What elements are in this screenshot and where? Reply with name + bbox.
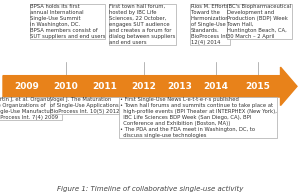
Text: • First Single-Use News L·e·t·t·e·r·s published
• Town hall forums and summits c: • First Single-Use News L·e·t·t·e·r·s pu… <box>120 97 276 138</box>
Text: 2009: 2009 <box>15 82 39 91</box>
Text: Vogel J. The Maturation
of Single-Use Applications.
BioProcess Int. 10(5) 2012: Vogel J. The Maturation of Single-Use Ap… <box>50 97 121 114</box>
Text: Rios M. Efforts
Toward the
Harmonization
of Single-Use
Standards.
BioProcess Int: Rios M. Efforts Toward the Harmonization… <box>191 4 229 45</box>
Text: BPSA holds its first
annual International
Single-Use Summit
in Washington, DC.
B: BPSA holds its first annual Internationa… <box>30 4 105 39</box>
Text: IBC's Biopharmaceutical
Development and
Production (BDP) Week
Town Hall,
Hunting: IBC's Biopharmaceutical Development and … <box>227 4 292 39</box>
Text: 2013: 2013 <box>168 82 192 91</box>
Text: 2012: 2012 <box>132 82 156 91</box>
Text: 2010: 2010 <box>54 82 78 91</box>
Text: First town hall forum,
hosted by IBC Life
Sciences, 22 October,
engages SUT audi: First town hall forum, hosted by IBC Lif… <box>109 4 176 45</box>
Text: Martin J, et al. Organizing
the Organizations of
Single-Use Manufacturing.
BioPr: Martin J, et al. Organizing the Organiza… <box>0 97 62 120</box>
Text: Figure 1: Timeline of collaborative single-use activity: Figure 1: Timeline of collaborative sing… <box>57 186 243 192</box>
Text: 2011: 2011 <box>93 82 117 91</box>
Text: 2015: 2015 <box>246 82 270 91</box>
FancyArrow shape <box>3 67 297 106</box>
Text: 2014: 2014 <box>203 82 229 91</box>
